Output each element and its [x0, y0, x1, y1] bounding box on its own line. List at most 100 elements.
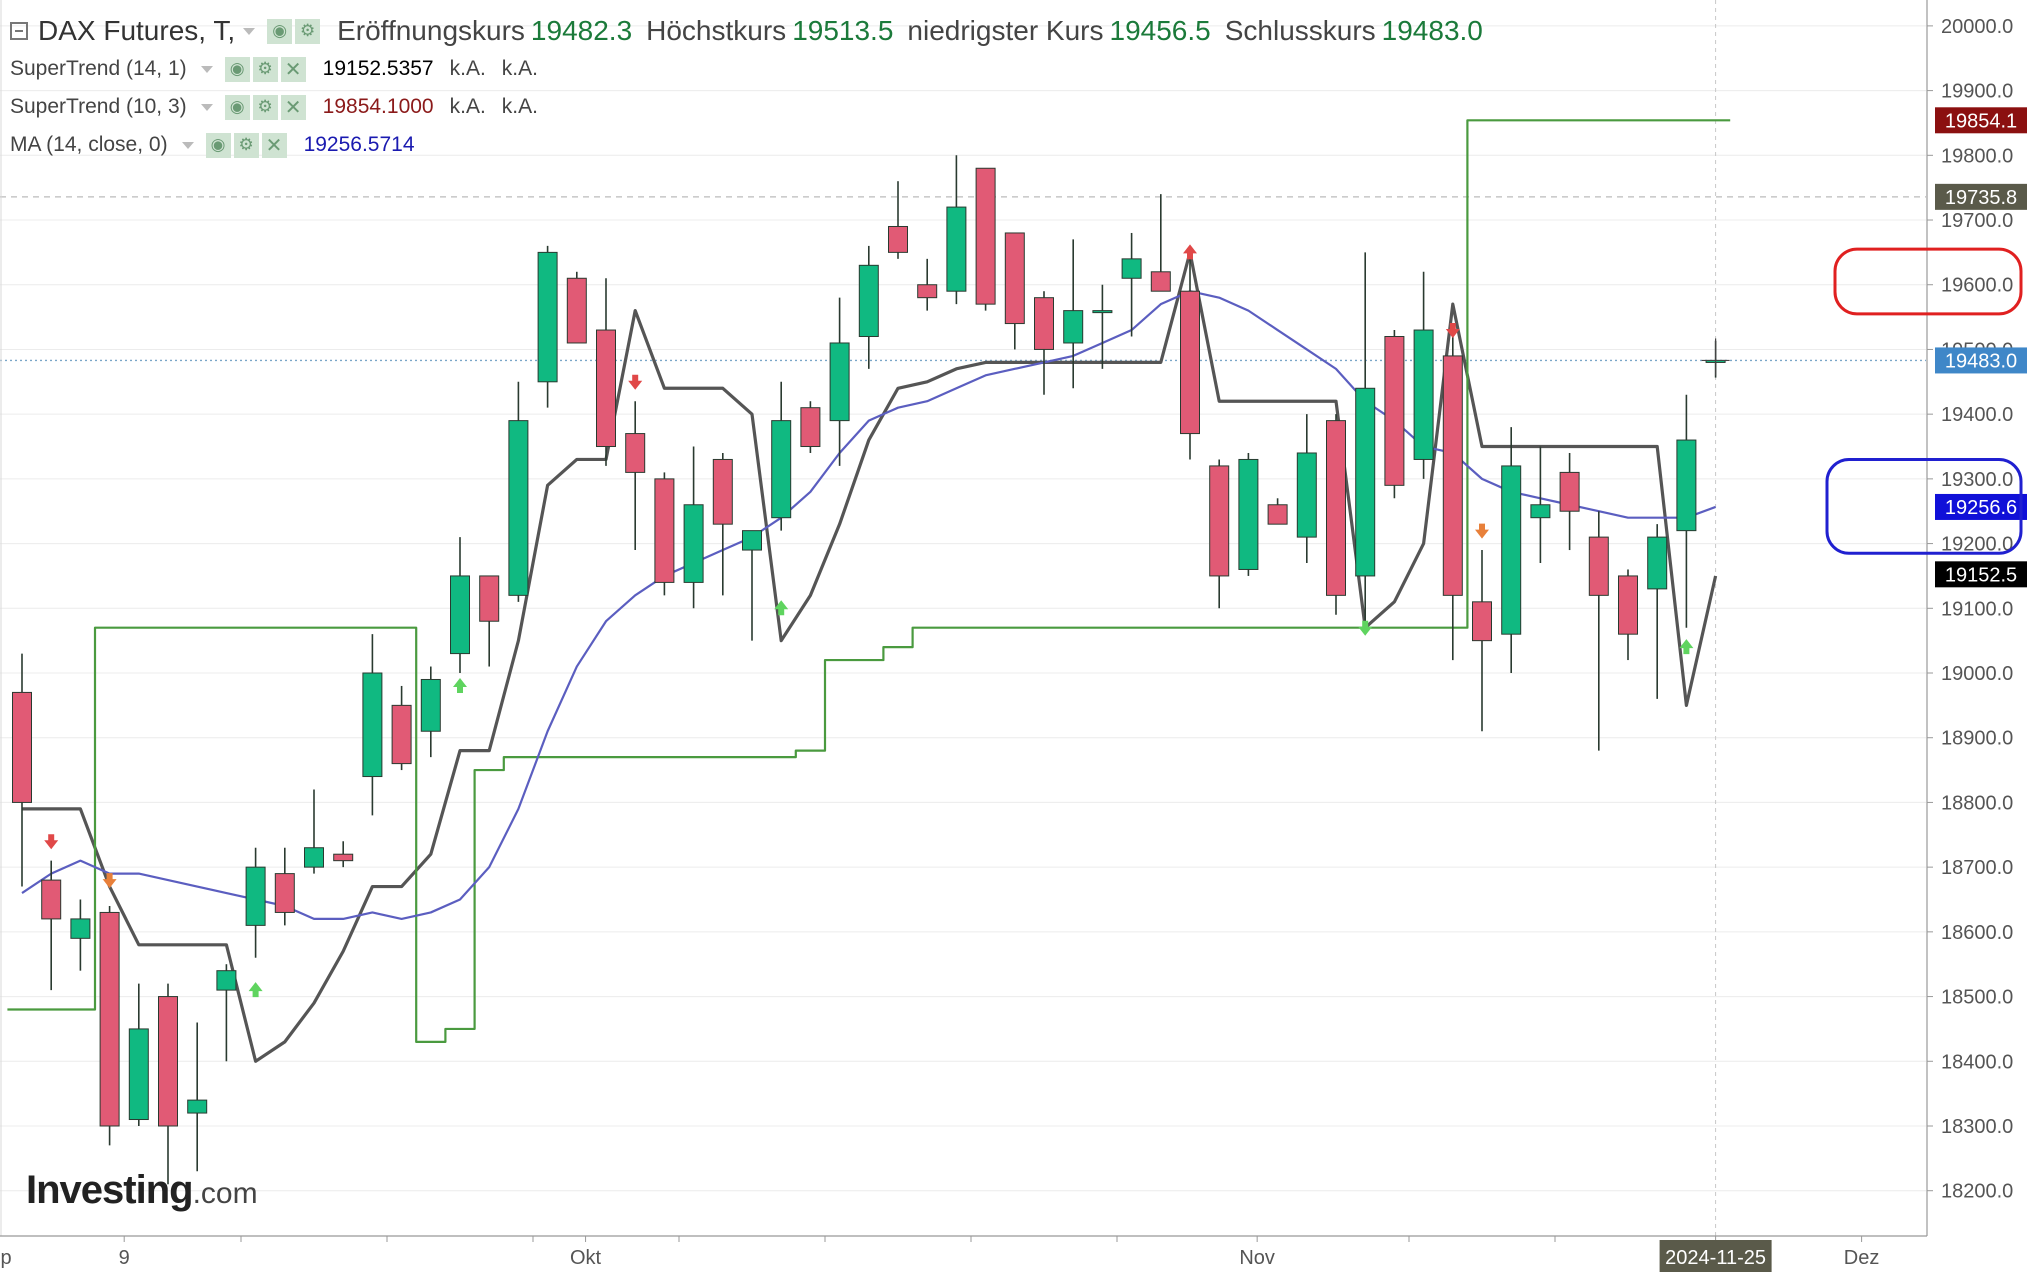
visibility-eye-icon[interactable]: ◉ [267, 18, 293, 44]
price-tag-background [1935, 561, 2027, 588]
candle-body [566, 277, 587, 344]
candle-body [946, 206, 967, 292]
candle [1238, 452, 1259, 576]
y-axis-tick-label: 20000.0 [1941, 16, 2013, 38]
candle-body [1442, 355, 1463, 596]
series-line-2 [7, 119, 1731, 1043]
price-tag-label: 19483.0 [1945, 350, 2017, 372]
y-axis-tick-label: 19700.0 [1941, 210, 2013, 232]
y-axis-tick-label: 19900.0 [1941, 81, 2013, 103]
candle-body [1501, 465, 1522, 635]
y-axis-tick-label: 19000.0 [1941, 663, 2013, 685]
candle-body [625, 433, 646, 473]
candle-body [1472, 601, 1492, 642]
candle [771, 381, 792, 531]
chart-legend: DAX Futures, T, ◉ ⚙ Eröffnungskurs 19482… [10, 12, 1483, 164]
remove-x-icon[interactable]: ✕ [261, 132, 287, 158]
candle [128, 983, 149, 1126]
x-axis-tick-label: Nov [1239, 1247, 1275, 1269]
candle-body [508, 420, 529, 596]
y-axis-tick-label: 19300.0 [1941, 469, 2013, 491]
candle-body [70, 918, 91, 939]
collapse-icon[interactable] [10, 22, 28, 40]
candle [1209, 459, 1230, 609]
visibility-eye-icon[interactable]: ◉ [224, 56, 250, 82]
indicator-na-2: k.A. [501, 57, 538, 80]
settings-gear-icon[interactable]: ⚙ [295, 18, 321, 44]
price-tag-background [1935, 107, 2027, 134]
visibility-eye-icon[interactable]: ◉ [224, 94, 250, 120]
close-value: 19483.0 [1381, 15, 1483, 46]
x-axis-tick-label: Dez [1844, 1247, 1880, 1269]
candle-body [537, 251, 558, 383]
candle [1355, 252, 1376, 622]
candle [1472, 550, 1492, 732]
candle [975, 167, 996, 311]
candle [1647, 524, 1668, 699]
close-label: Schlusskurs [1224, 15, 1376, 46]
candle-body [1676, 439, 1697, 532]
candle-body [304, 847, 324, 868]
candle [450, 537, 470, 674]
candle-body [12, 691, 32, 803]
candle [508, 381, 529, 602]
settings-gear-icon[interactable]: ⚙ [252, 56, 278, 82]
indicator-row-supertrend-10-3: SuperTrend (10, 3) ◉ ⚙ ✕ 19854.1000 k.A.… [10, 88, 1483, 126]
candle [1442, 330, 1463, 661]
candle [1267, 498, 1288, 525]
candle [742, 530, 762, 641]
settings-gear-icon[interactable]: ⚙ [233, 132, 259, 158]
candle-body [1150, 271, 1171, 292]
y-axis-tick-label: 18300.0 [1941, 1116, 2013, 1138]
candle [1559, 452, 1580, 551]
candle-body [362, 672, 383, 778]
candle [245, 847, 266, 958]
x-axis-tick-label: 9 [119, 1247, 130, 1269]
indicator-dropdown-icon[interactable] [200, 65, 213, 73]
settings-gear-icon[interactable]: ⚙ [252, 94, 278, 120]
indicator-row-ma-14: MA (14, close, 0) ◉ ⚙ ✕ 19256.5714 [10, 126, 1483, 164]
x-axis-tick-label: p [0, 1247, 11, 1269]
candle [800, 401, 821, 453]
annotation-highlight-box [1833, 247, 2023, 316]
candle [683, 446, 704, 609]
indicator-value: 19256.5714 [303, 133, 415, 156]
indicator-label: SuperTrend (10, 3) [10, 95, 187, 118]
symbol-dropdown-icon[interactable] [243, 27, 256, 35]
candle [99, 905, 120, 1146]
remove-x-icon[interactable]: ✕ [280, 56, 306, 82]
candle-body [391, 704, 412, 765]
candle [858, 245, 879, 369]
candle [187, 1022, 208, 1172]
candle-body [1355, 387, 1376, 577]
high-value: 19513.5 [792, 15, 894, 46]
candle-body [1267, 504, 1288, 525]
price-tag-label: 19256.6 [1945, 497, 2017, 519]
indicator-label: MA (14, close, 0) [10, 133, 168, 156]
remove-x-icon[interactable]: ✕ [280, 94, 306, 120]
indicator-dropdown-icon[interactable] [200, 103, 213, 111]
indicator-dropdown-icon[interactable] [181, 141, 194, 149]
indicator-value: 19854.1000 [322, 95, 434, 118]
indicator-value: 19152.5357 [322, 57, 434, 80]
candle-body [1326, 420, 1346, 596]
candle [1501, 427, 1522, 674]
price-tag-label: 19152.5 [1945, 564, 2017, 586]
candle-body [1004, 232, 1025, 325]
candle [888, 181, 908, 259]
candle-body [128, 1028, 149, 1121]
candle-body [216, 970, 237, 991]
candle [654, 472, 675, 596]
signal-arrow-icon [44, 834, 59, 850]
candle-body [1413, 329, 1434, 460]
candle [917, 258, 938, 311]
price-tag-background [1935, 347, 2027, 374]
candle [946, 155, 967, 305]
candle-body [274, 873, 295, 913]
visibility-eye-icon[interactable]: ◉ [205, 132, 231, 158]
y-axis-tick-label: 19800.0 [1941, 145, 2013, 167]
candle [1121, 232, 1142, 337]
candle-body [1092, 310, 1113, 314]
